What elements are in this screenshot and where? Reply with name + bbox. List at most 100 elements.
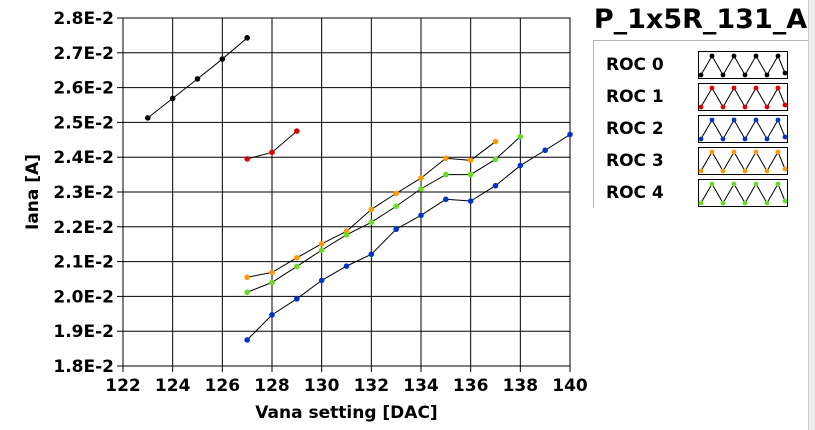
data-point: [244, 35, 250, 41]
data-point: [219, 56, 226, 62]
data-point: [318, 277, 325, 284]
swatch-marker: [782, 102, 788, 108]
x-tick-label: 126: [205, 376, 241, 396]
data-point: [393, 226, 399, 233]
x-tick-label: 124: [155, 376, 191, 396]
y-tick-label: 1.8E-2: [53, 357, 114, 377]
swatch-marker: [698, 200, 704, 206]
x-tick-label: 136: [453, 376, 489, 396]
swatch-marker: [753, 181, 759, 187]
swatch-marker: [742, 72, 748, 78]
swatch-marker: [709, 149, 715, 155]
swatch-marker: [731, 149, 737, 155]
y-tick-label: 2.4E-2: [53, 148, 114, 168]
legend-item-roc-2: ROC 2: [594, 115, 809, 145]
legend-swatch: [698, 115, 788, 143]
swatch-marker: [720, 200, 726, 206]
y-tick-label: 2.5E-2: [53, 113, 114, 133]
swatch-marker: [753, 85, 759, 91]
data-point: [269, 149, 275, 156]
swatch-marker: [698, 72, 704, 78]
series-layer: [145, 35, 573, 343]
swatch-marker: [742, 200, 748, 206]
swatch-marker: [764, 72, 770, 78]
y-tick-label: 2.2E-2: [53, 218, 114, 238]
swatch-marker: [775, 117, 781, 123]
data-point: [194, 76, 201, 82]
y-tick-label: 2.6E-2: [53, 79, 114, 99]
data-point: [443, 196, 449, 203]
swatch-marker: [742, 136, 748, 142]
legend-item-roc-0: ROC 0: [594, 51, 809, 81]
data-point: [467, 198, 474, 204]
series-line: [246, 136, 521, 293]
data-point: [492, 182, 499, 189]
x-tick-label: 128: [254, 376, 290, 396]
window-edge: [808, 0, 815, 430]
swatch-marker: [764, 104, 770, 110]
data-point: [269, 312, 275, 318]
y-tick-label: 2.8E-2: [53, 9, 114, 29]
swatch-marker: [731, 85, 737, 91]
legend-item-roc-3: ROC 3: [594, 147, 809, 177]
series-roc-1: [244, 128, 300, 162]
swatch-marker: [720, 136, 726, 142]
x-tick-label: 140: [552, 376, 588, 396]
data-point: [343, 263, 350, 269]
swatch-marker: [775, 53, 781, 59]
x-axis-label: Vana setting [DAC]: [255, 403, 437, 423]
data-point: [492, 138, 499, 145]
legend-swatch: [698, 147, 788, 175]
grid-lines: [122, 17, 571, 367]
data-point: [393, 190, 399, 197]
swatch-marker: [720, 104, 726, 110]
swatch-marker: [753, 117, 759, 123]
swatch-marker: [753, 53, 759, 59]
legend-item-roc-1: ROC 1: [594, 83, 809, 113]
swatch-marker: [782, 198, 788, 204]
data-point: [368, 206, 375, 213]
legend-label: ROC 1: [606, 87, 664, 107]
swatch-marker: [764, 136, 770, 142]
y-tick-label: 2.7E-2: [53, 44, 114, 64]
series-line: [246, 134, 571, 341]
axis-ticks: 122 124 126 128 130 132 134 136 138 140 1.8E-2 1.9E…: [53, 9, 588, 396]
swatch-marker: [698, 104, 704, 110]
data-point: [542, 147, 548, 154]
data-point: [368, 251, 375, 258]
x-tick-label: 122: [105, 376, 141, 396]
data-point: [418, 212, 424, 219]
swatch-marker: [731, 181, 737, 187]
swatch-marker: [753, 149, 759, 155]
legend-label: ROC 2: [606, 119, 664, 139]
legend: P_1x5R_131_A ROC 0 ROC 1 ROC 2 ROC 3 ROC 4: [593, 0, 809, 209]
data-point: [294, 254, 300, 261]
legend-item-roc-4: ROC 4: [594, 179, 809, 209]
data-point: [244, 289, 250, 296]
data-point: [517, 162, 524, 169]
y-tick-label: 2.3E-2: [53, 183, 114, 203]
swatch-marker: [775, 85, 781, 91]
data-point: [418, 175, 424, 181]
swatch-marker: [720, 168, 726, 174]
swatch-marker: [709, 181, 715, 187]
data-point: [517, 133, 524, 140]
data-point: [169, 95, 176, 102]
swatch-marker: [698, 136, 704, 142]
swatch-marker: [709, 117, 715, 123]
data-point: [244, 337, 250, 343]
data-point: [145, 115, 151, 121]
swatch-marker: [720, 72, 726, 78]
data-point: [492, 156, 499, 163]
series-roc-2: [244, 131, 573, 343]
legend-label: ROC 0: [606, 55, 664, 75]
swatch-marker: [709, 53, 715, 59]
x-tick-label: 130: [304, 376, 340, 396]
data-point: [443, 171, 449, 178]
data-point: [443, 155, 449, 162]
swatch-marker: [764, 168, 770, 174]
swatch-marker: [764, 200, 770, 206]
legend-swatch: [698, 51, 788, 79]
swatch-marker: [698, 168, 704, 174]
